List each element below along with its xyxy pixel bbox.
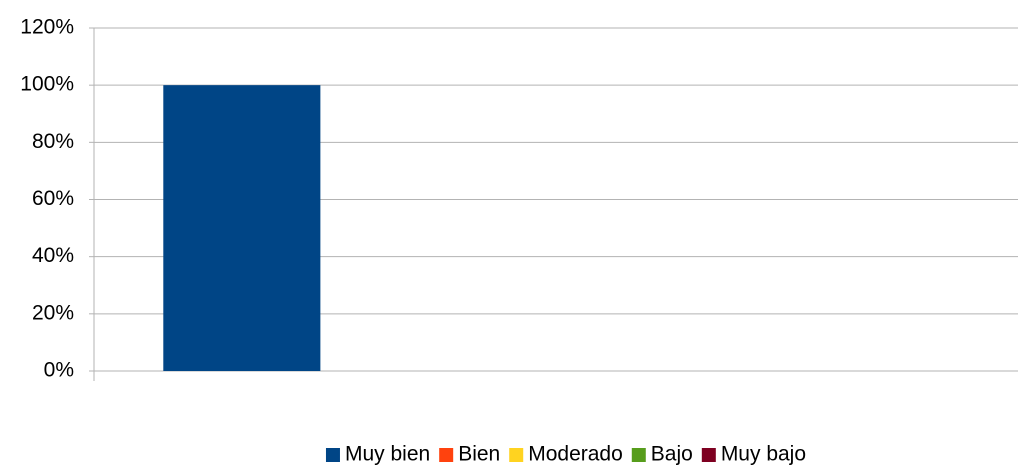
y-tick-label: 40% xyxy=(32,244,74,267)
legend-swatch xyxy=(701,448,716,462)
y-tick-label: 80% xyxy=(32,130,74,153)
legend-swatch xyxy=(439,448,454,462)
legend-label: Bajo xyxy=(651,443,693,466)
bar xyxy=(163,85,321,372)
legend: Muy bien Bien Moderado Bajo Muy bajo xyxy=(325,443,806,466)
legend-label: Muy bajo xyxy=(721,443,806,466)
legend-label: Moderado xyxy=(528,443,623,466)
legend-swatch xyxy=(631,448,646,462)
y-tick-label: 120% xyxy=(20,16,74,39)
y-tick-label: 100% xyxy=(20,73,74,96)
legend-label: Bien xyxy=(458,443,500,466)
y-tick-label: 0% xyxy=(44,359,74,382)
legend-label: Muy bien xyxy=(345,443,430,466)
legend-swatch xyxy=(509,448,524,462)
y-tick-label: 20% xyxy=(32,301,74,324)
legend-swatch xyxy=(325,448,340,462)
y-tick-label: 60% xyxy=(32,187,74,210)
